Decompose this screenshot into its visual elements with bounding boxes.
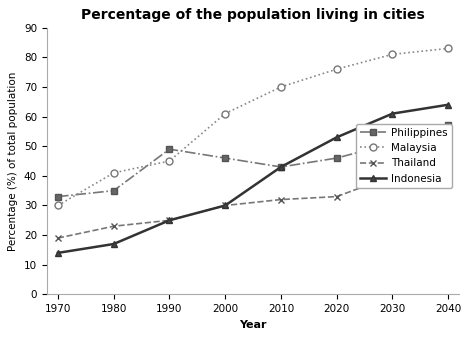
- Philippines: [167, 147, 172, 151]
- Line: Indonesia: Indonesia: [55, 101, 452, 256]
- Y-axis label: Percentage (%) of total population: Percentage (%) of total population: [8, 71, 18, 251]
- Philippines: [278, 165, 284, 169]
- Line: Malaysia: Malaysia: [55, 45, 452, 209]
- Legend: Philippines, Malaysia, Thailand, Indonesia: Philippines, Malaysia, Thailand, Indones…: [356, 124, 452, 188]
- Line: Philippines: Philippines: [55, 123, 451, 199]
- Philippines: [390, 141, 395, 145]
- Thailand: [111, 224, 116, 228]
- Thailand: [222, 203, 228, 208]
- Thailand: [55, 236, 61, 240]
- Thailand: [334, 195, 340, 199]
- Title: Percentage of the population living in cities: Percentage of the population living in c…: [81, 8, 425, 22]
- Thailand: [278, 197, 284, 201]
- Malaysia: [167, 159, 172, 163]
- Thailand: [446, 144, 451, 148]
- Malaysia: [390, 52, 395, 56]
- Indonesia: [446, 103, 451, 107]
- Indonesia: [222, 203, 228, 208]
- Indonesia: [390, 112, 395, 116]
- Malaysia: [55, 203, 61, 208]
- Indonesia: [55, 251, 61, 255]
- Malaysia: [111, 171, 116, 175]
- Indonesia: [334, 135, 340, 139]
- Philippines: [222, 156, 228, 160]
- X-axis label: Year: Year: [239, 320, 267, 330]
- Philippines: [334, 156, 340, 160]
- Thailand: [390, 174, 395, 178]
- Philippines: [446, 123, 451, 127]
- Indonesia: [111, 242, 116, 246]
- Indonesia: [167, 218, 172, 222]
- Malaysia: [222, 112, 228, 116]
- Philippines: [111, 189, 116, 193]
- Line: Thailand: Thailand: [55, 143, 452, 242]
- Thailand: [167, 218, 172, 222]
- Malaysia: [446, 46, 451, 50]
- Malaysia: [334, 67, 340, 71]
- Philippines: [55, 195, 61, 199]
- Malaysia: [278, 85, 284, 89]
- Indonesia: [278, 165, 284, 169]
